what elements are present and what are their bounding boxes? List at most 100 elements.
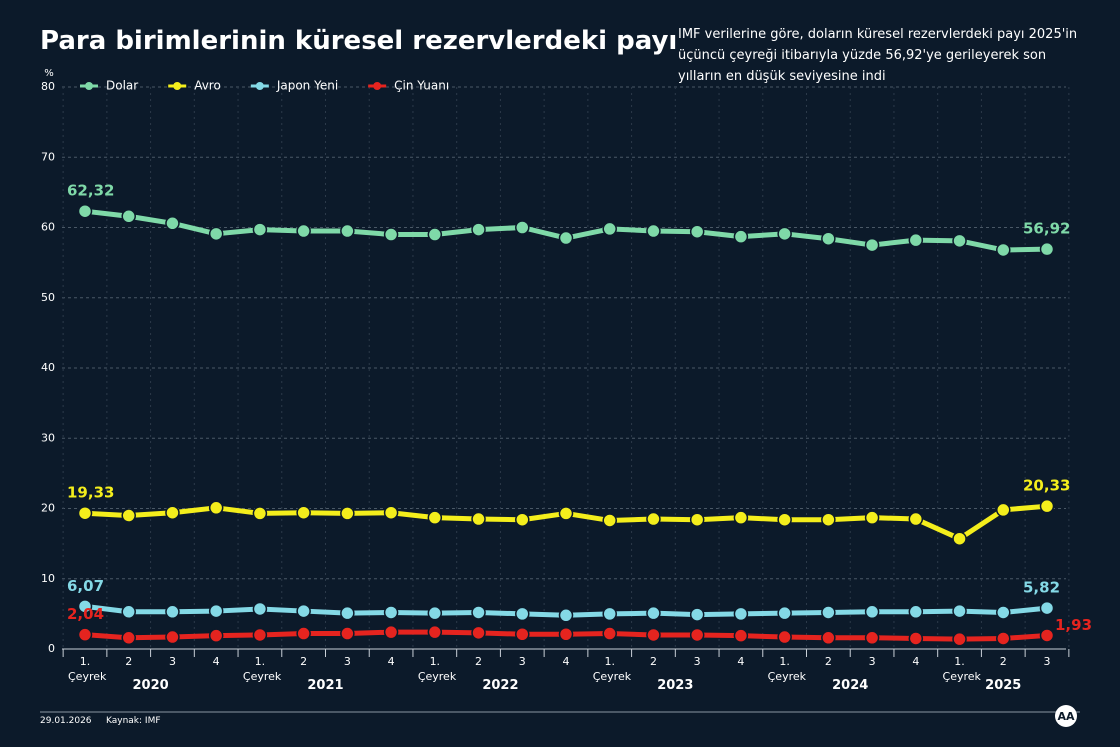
data-point (296, 505, 311, 520)
x-tick-label: 2 (824, 655, 832, 668)
x-tick-label: 2 (649, 655, 657, 668)
data-point (1039, 498, 1055, 514)
x-tick-label: 4 (212, 655, 220, 668)
data-point (252, 506, 268, 521)
data-point (1039, 628, 1055, 643)
data-point (864, 630, 880, 646)
legend-marker (85, 82, 93, 90)
data-point (208, 603, 224, 619)
data-point (1039, 600, 1055, 616)
data-point (821, 512, 836, 527)
x-tick-label: 2 (475, 655, 483, 668)
legend-label: Çin Yuanı (394, 79, 449, 93)
data-point (121, 508, 136, 523)
value-label: 56,92 (1023, 220, 1070, 238)
data-point (864, 604, 880, 620)
x-tick-label: 1. Çeyrek (417, 655, 457, 683)
data-point (646, 511, 661, 527)
data-point (821, 630, 836, 646)
x-tick-label: 4 (387, 655, 395, 668)
data-point (383, 624, 399, 640)
data-point (952, 531, 967, 546)
data-point (952, 631, 967, 647)
data-point (77, 203, 93, 219)
logo: AA (1055, 705, 1077, 727)
data-point (383, 227, 399, 242)
y-tick-label: 0 (48, 642, 55, 655)
legend-item: Dolar (80, 79, 138, 93)
value-label: 20,33 (1023, 477, 1070, 495)
source: Kaynak: IMF (106, 716, 161, 726)
data-point (558, 506, 574, 521)
x-tick-label: 4 (562, 655, 570, 668)
data-point (252, 627, 268, 643)
data-point (296, 603, 311, 619)
data-point (252, 222, 268, 237)
y-tick-label: 50 (41, 291, 55, 304)
legend-item: Avro (168, 79, 221, 93)
data-point (952, 603, 967, 619)
legend-item: Japon Yeni (250, 79, 338, 93)
subtitle: IMF verilerine göre, doların küresel rez… (678, 27, 1078, 84)
legend-marker (173, 82, 182, 90)
data-point (733, 510, 749, 525)
y-tick-label: 80 (41, 80, 55, 93)
data-point (296, 223, 311, 239)
x-tick-label: 1. Çeyrek (68, 655, 107, 683)
legend-label: Avro (194, 79, 221, 93)
y-tick-label: 30 (41, 431, 55, 444)
x-tick-label: 4 (737, 655, 745, 668)
y-tick-label: 60 (41, 221, 55, 234)
data-point (996, 502, 1011, 518)
data-point (908, 631, 924, 646)
y-tick-label: 20 (41, 502, 55, 515)
data-point (777, 605, 792, 621)
value-label: 6,07 (67, 577, 104, 595)
data-point (908, 511, 924, 527)
data-point (777, 629, 792, 645)
value-label: 62,32 (67, 182, 114, 200)
year-label: 2025 (985, 678, 1022, 693)
data-point (121, 209, 136, 224)
x-tick-label: 2 (300, 655, 308, 668)
year-label: 2020 (132, 678, 169, 693)
x-tick-label: 2 (125, 655, 133, 668)
x-tick-label: 3 (168, 655, 176, 668)
data-point (165, 505, 180, 520)
data-point (515, 220, 530, 235)
legend-marker (373, 82, 382, 90)
data-point (208, 628, 224, 643)
y-tick-label: 40 (41, 361, 55, 374)
data-point (733, 229, 749, 244)
data-point (777, 226, 792, 242)
data-point (471, 222, 486, 237)
x-tick-label: 1. Çeyrek (942, 655, 981, 683)
legend-item: Çin Yuanı (368, 79, 449, 93)
data-point (77, 599, 93, 614)
data-point (733, 606, 749, 622)
data-point (821, 231, 836, 246)
data-point (558, 230, 574, 246)
data-point (602, 626, 617, 641)
data-point (689, 512, 705, 527)
data-point (383, 605, 399, 620)
data-point (996, 631, 1011, 646)
data-point (427, 605, 443, 621)
y-tick-label: 70 (41, 150, 55, 163)
data-point (733, 628, 749, 643)
data-point (165, 604, 180, 620)
data-point (1039, 241, 1055, 257)
data-point (383, 505, 399, 520)
legend-label: Dolar (106, 79, 138, 93)
data-point (602, 513, 617, 528)
value-label: 2,04 (67, 605, 104, 623)
y-tick-label: 10 (41, 572, 55, 585)
data-point (165, 216, 180, 231)
data-point (646, 627, 661, 643)
data-point (208, 226, 224, 242)
data-point (121, 604, 136, 620)
data-point (471, 625, 486, 641)
x-tick-label: 2 (999, 655, 1007, 668)
